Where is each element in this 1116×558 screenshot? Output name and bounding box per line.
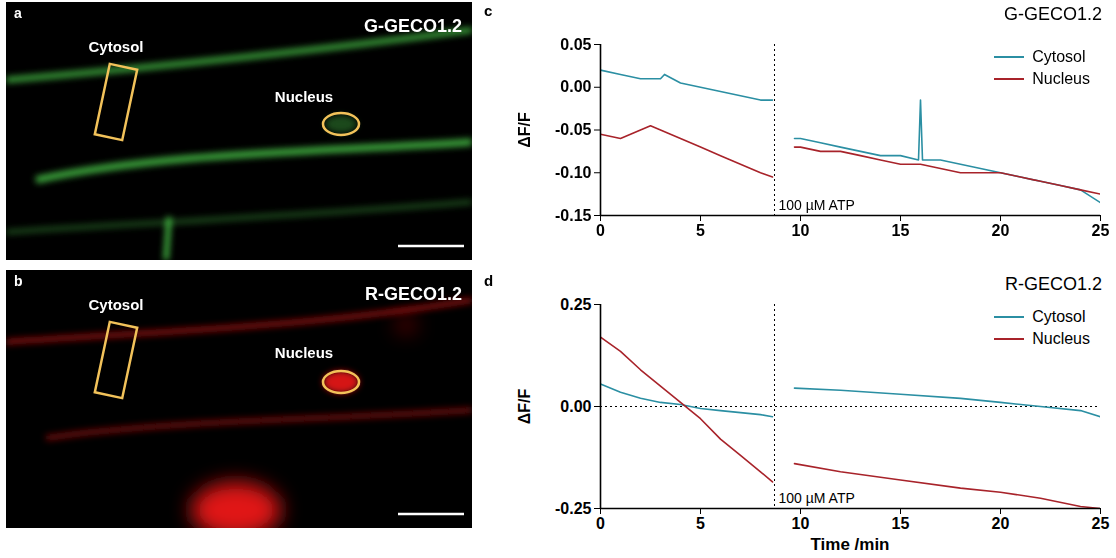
html-text:G-GECO1.2: G-GECO1.2 (1004, 4, 1102, 24)
svg-text:-0.05: -0.05 (555, 121, 592, 138)
svg-text:25: 25 (1092, 515, 1110, 532)
svg-text:5: 5 (696, 515, 705, 532)
html-text:R-GECO1.2: R-GECO1.2 (1005, 274, 1102, 294)
svg-text:0.25: 0.25 (560, 296, 591, 313)
html-text:Cytosol: Cytosol (1032, 48, 1086, 65)
svg-text:100 µM ATP: 100 µM ATP (779, 197, 855, 213)
html-text:Nucleus: Nucleus (1032, 70, 1090, 87)
svg-text:0.00: 0.00 (560, 398, 591, 415)
svg-text:-0.10: -0.10 (555, 164, 592, 181)
svg-text:100 µM ATP: 100 µM ATP (779, 490, 855, 506)
svg-text:ΔF/F: ΔF/F (516, 112, 533, 148)
svg-text:25: 25 (1092, 222, 1110, 239)
svg-text:20: 20 (992, 515, 1010, 532)
svg-text:Cytosol: Cytosol (88, 296, 143, 313)
svg-text:a: a (14, 5, 22, 21)
svg-text:0: 0 (596, 515, 605, 532)
svg-text:ΔF/F: ΔF/F (516, 389, 533, 425)
svg-text:0.00: 0.00 (560, 78, 591, 95)
svg-text:-0.15: -0.15 (555, 207, 592, 224)
svg-text:Nucleus: Nucleus (275, 88, 333, 105)
svg-text:0: 0 (596, 222, 605, 239)
svg-text:b: b (14, 273, 23, 289)
svg-text:R-GECO1.2: R-GECO1.2 (365, 284, 462, 304)
html-text:Cytosol: Cytosol (1032, 308, 1086, 325)
svg-text:-0.25: -0.25 (555, 500, 592, 517)
html-text:Nucleus: Nucleus (1032, 330, 1090, 347)
svg-text:Nucleus: Nucleus (275, 344, 333, 361)
svg-text:5: 5 (696, 222, 705, 239)
svg-text:15: 15 (892, 222, 910, 239)
svg-text:10: 10 (792, 515, 810, 532)
svg-text:15: 15 (892, 515, 910, 532)
html-text:d: d (484, 272, 494, 289)
svg-text:Cytosol: Cytosol (88, 38, 143, 55)
html-text:Time /min: Time /min (810, 535, 890, 554)
html-text:c: c (484, 2, 493, 19)
svg-text:G-GECO1.2: G-GECO1.2 (364, 16, 462, 36)
svg-text:0.05: 0.05 (560, 36, 591, 53)
svg-text:10: 10 (792, 222, 810, 239)
svg-text:20: 20 (992, 222, 1010, 239)
